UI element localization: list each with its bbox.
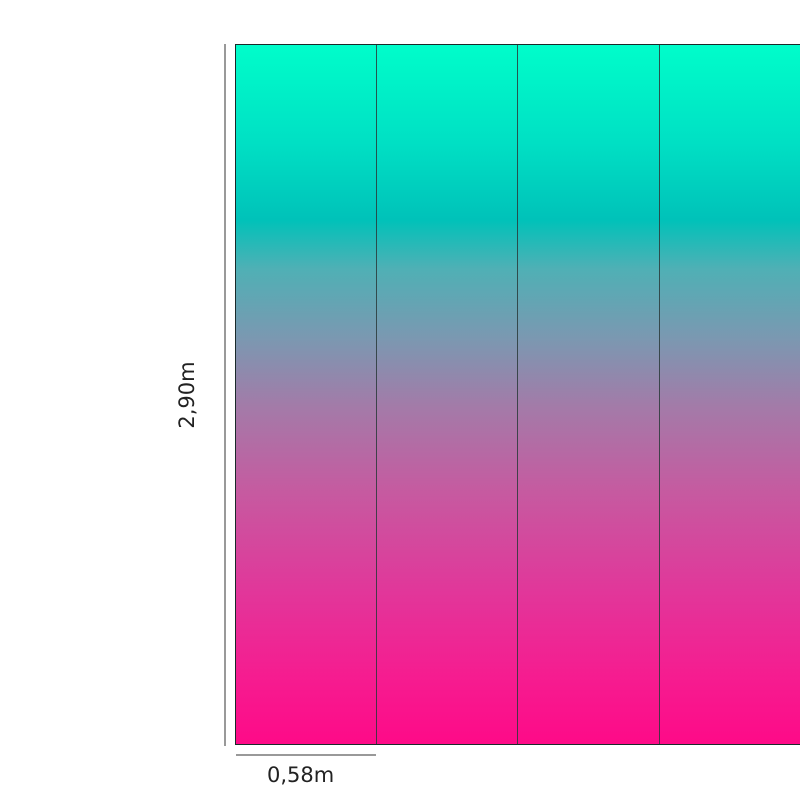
height-dimension-line [224, 44, 226, 746]
wallpaper-panel [235, 44, 800, 745]
strip-seam [517, 45, 518, 744]
width-label: 0,58m [267, 763, 335, 787]
width-dimension-line [236, 754, 376, 756]
strip-seam [376, 45, 377, 744]
strip-seam [659, 45, 660, 744]
height-label: 2,90m [175, 361, 199, 429]
